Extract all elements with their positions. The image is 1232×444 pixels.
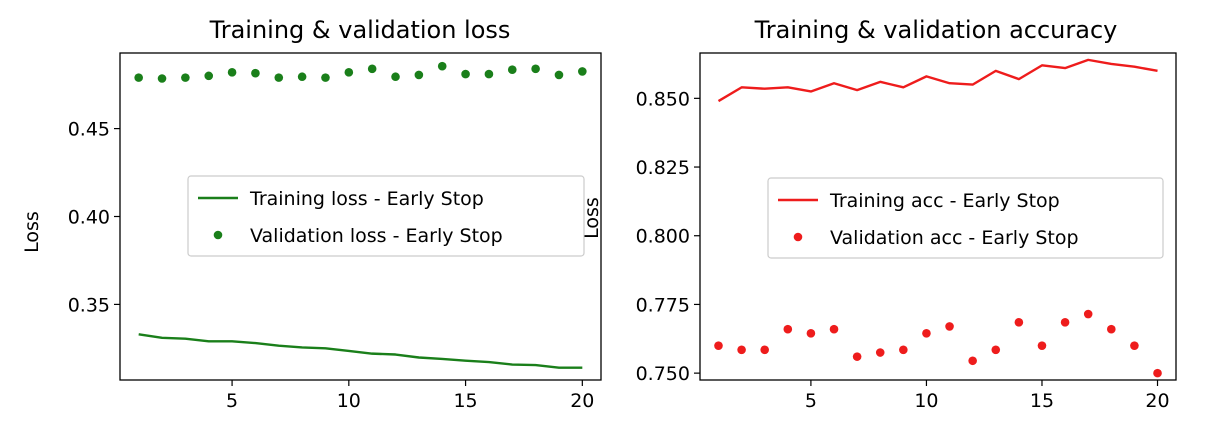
- legend: Training acc - Early Stop Validation acc …: [767, 177, 1164, 259]
- data-point: [1083, 309, 1093, 319]
- data-point: [204, 71, 214, 81]
- plot-frame: [119, 52, 602, 381]
- legend-dot-swatch: [793, 232, 803, 242]
- data-point: [1130, 341, 1139, 350]
- data-point: [899, 345, 908, 355]
- data-point: [461, 69, 470, 79]
- data-point: [922, 328, 931, 338]
- accuracy-chart: Training & validation accuracy Loss 5 10 15 2…: [581, 16, 1177, 412]
- x-tick-label: 15: [1030, 390, 1054, 412]
- y-tick-label: 0.40: [68, 207, 110, 229]
- x-tick-label: 10: [337, 390, 361, 412]
- data-point: [507, 65, 517, 75]
- legend-label: Validation acc - Early Stop: [830, 227, 1079, 249]
- data-point: [227, 68, 237, 77]
- legend-label: Training acc - Early Stop: [829, 190, 1060, 212]
- legend-label: Training loss - Early Stop: [249, 188, 484, 210]
- data-point: [783, 324, 793, 334]
- x-tick-label: 5: [226, 390, 238, 412]
- data-point: [852, 352, 862, 361]
- data-point: [578, 67, 587, 76]
- plot-frame: [699, 52, 1177, 381]
- data-point: [181, 73, 190, 82]
- y-tick-label: 0.750: [636, 363, 690, 385]
- legend: Training loss - Early Stop Validation los…: [187, 175, 585, 257]
- loss-chart: Training & validation loss Loss 5 10 15 20 0.3…: [21, 16, 602, 412]
- data-point: [829, 324, 839, 334]
- data-point: [321, 73, 330, 82]
- data-point: [714, 341, 723, 350]
- legend-box: [187, 175, 585, 257]
- chart-title: Training & validation accuracy: [754, 16, 1118, 44]
- data-point: [531, 64, 540, 74]
- x-tick-label: 20: [1145, 390, 1169, 412]
- chart-title: Training & validation loss: [209, 16, 511, 44]
- series-line-0: [717, 58, 1158, 103]
- data-point: [875, 348, 885, 357]
- x-tick-label: 15: [453, 390, 477, 412]
- legend-box: [767, 177, 1164, 259]
- data-point: [968, 356, 977, 366]
- y-tick-label: 0.35: [68, 294, 110, 316]
- data-point: [157, 74, 167, 83]
- data-point: [297, 72, 307, 82]
- data-point: [1014, 317, 1024, 327]
- y-axis-label: Loss: [21, 211, 43, 253]
- data-point: [991, 345, 1001, 355]
- data-point: [1107, 324, 1116, 334]
- y-tick-label: 0.850: [636, 88, 690, 110]
- data-point: [274, 73, 284, 82]
- y-tick-label: 0.800: [636, 226, 690, 248]
- data-point: [1037, 341, 1047, 350]
- y-tick-label: 0.45: [68, 119, 110, 141]
- series-line-0: [138, 333, 583, 369]
- data-point: [945, 322, 954, 331]
- x-tick-label: 10: [914, 390, 938, 412]
- data-point: [134, 73, 143, 82]
- data-point: [251, 68, 260, 78]
- data-point: [760, 345, 769, 355]
- y-tick-label: 0.775: [636, 294, 690, 316]
- data-point: [737, 345, 746, 355]
- data-point: [484, 69, 494, 79]
- x-tick-label: 5: [805, 390, 817, 412]
- data-point: [1153, 368, 1162, 378]
- data-point: [1060, 317, 1070, 327]
- data-point: [437, 61, 447, 71]
- legend-dot-swatch: [213, 230, 223, 240]
- data-point: [414, 70, 424, 80]
- data-point: [344, 68, 354, 77]
- y-tick-label: 0.825: [636, 157, 690, 179]
- data-point: [367, 64, 377, 74]
- data-point: [806, 328, 816, 338]
- y-axis-label: Loss: [581, 197, 603, 239]
- data-point: [554, 70, 564, 80]
- data-point: [391, 72, 400, 82]
- x-tick-label: 20: [570, 390, 594, 412]
- legend-label: Validation loss - Early Stop: [250, 225, 503, 247]
